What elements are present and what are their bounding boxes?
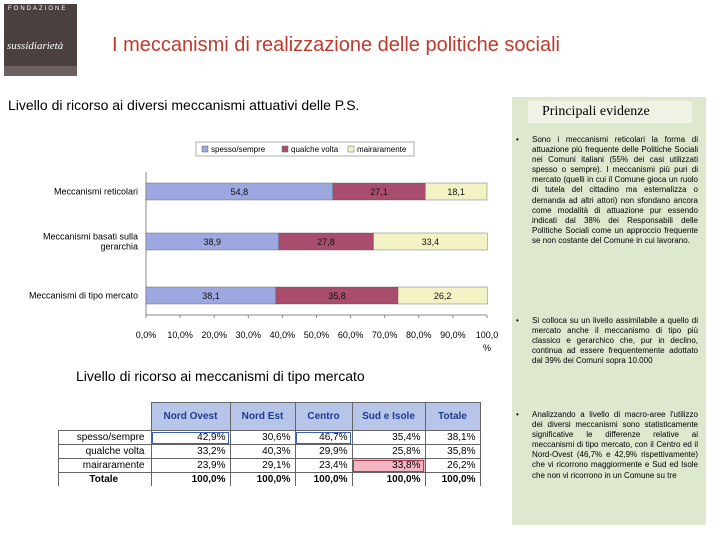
bar-data-label: 18,1: [447, 187, 465, 197]
bullet-icon: •: [516, 316, 519, 325]
table-row: spesso/sempre 42,9% 30,6% 46,7% 35,4% 38…: [58, 430, 481, 445]
category-label: Meccanismi reticolari: [54, 187, 138, 197]
chart-title: Livello di ricorso ai diversi meccanismi…: [8, 97, 360, 113]
x-tick-label: 0,0%: [136, 330, 157, 340]
legend-swatch: [201, 145, 209, 153]
logo-line-2: sussidiarietà: [7, 40, 64, 52]
table-cell: 100,0%: [294, 472, 353, 486]
x-tick-label: 30,0%: [236, 330, 262, 340]
category-label: Meccanismi di tipo mercato: [29, 291, 138, 301]
table-header-cell: Nord Est: [229, 402, 296, 431]
bar-data-label: 27,8: [317, 237, 335, 247]
table-cell: 100,0%: [229, 472, 296, 486]
finding-item: • Sono i meccanismi reticolari la forma …: [516, 135, 698, 246]
x-tick-label: 70,0%: [372, 330, 398, 340]
page-title: I meccanismi di realizzazione delle poli…: [112, 34, 560, 56]
x-tick-label: 80,0%: [406, 330, 432, 340]
x-tick-label: 100,0: [476, 330, 499, 340]
bar-segment: [425, 182, 488, 201]
table-cell: 33,2%: [150, 444, 231, 459]
key-findings-title: Principali evidenze: [528, 101, 692, 123]
market-mechanisms-table: Nord Ovest Nord Est Centro Sud e Isole T…: [58, 402, 481, 486]
table-cell: 35,8%: [424, 444, 481, 459]
legend-label: spesso/sempre: [211, 145, 266, 154]
bar-data-label: 38,9: [204, 237, 222, 247]
bar-data-label: 38,1: [202, 291, 220, 301]
table-row-label: Totale: [58, 472, 152, 486]
table-header-row: Nord Ovest Nord Est Centro Sud e Isole T…: [58, 402, 481, 431]
table-cell: 38,1%: [424, 430, 481, 445]
table-cell: 25,8%: [351, 444, 426, 459]
bar-data-label: 33,4: [422, 237, 440, 247]
legend-label: qualche volta: [291, 145, 339, 154]
table-cell: 23,4%: [294, 458, 353, 473]
table-corner-cell: [58, 402, 152, 431]
table-row: mairaramente 23,9% 29,1% 23,4% 33,8% 26,…: [58, 458, 481, 473]
table-cell: 29,9%: [294, 444, 353, 459]
legend-swatch: [347, 145, 355, 153]
logo: FONDAZIONE sussidiarietà: [4, 4, 77, 76]
legend-label: mairaramente: [357, 145, 407, 154]
x-tick-label: 20,0%: [201, 330, 227, 340]
x-tick-label: 60,0%: [338, 330, 364, 340]
bar-data-label: 35,8: [328, 291, 346, 301]
key-findings-panel: Principali evidenze • Sono i meccanismi …: [512, 97, 706, 525]
table-cell: 29,1%: [229, 458, 296, 473]
table-cell: 42,9%: [150, 430, 231, 445]
finding-item: • Si colloca su un livello assimilabile …: [516, 316, 698, 366]
table-header-cell: Sud e Isole: [351, 402, 426, 431]
finding-text: Sono i meccanismi reticolari la forma di…: [532, 135, 698, 245]
logo-line-1: FONDAZIONE: [8, 6, 68, 12]
logo-stripe: [4, 66, 77, 76]
x-tick-label: %: [483, 343, 491, 353]
bar-segment: [397, 286, 488, 305]
table-row-label: mairaramente: [58, 458, 152, 473]
chart-legend: [195, 141, 415, 157]
x-tick-label: 40,0%: [270, 330, 296, 340]
bar-data-label: 54,8: [231, 187, 249, 197]
table-row-label: spesso/sempre: [58, 430, 152, 445]
bullet-icon: •: [516, 410, 519, 419]
table-header-cell: Totale: [424, 402, 481, 431]
table-cell: 100,0%: [150, 472, 231, 486]
table-cell: 26,2%: [424, 458, 481, 473]
stacked-bar-chart: spesso/sempre qualche volta mairaramente 54…: [29, 141, 499, 353]
table-cell: 33,8%: [351, 458, 426, 473]
table-cell: 100,0%: [351, 472, 426, 486]
table-cell: 23,9%: [150, 458, 231, 473]
x-tick-label: 90,0%: [440, 330, 466, 340]
table-cell: 40,3%: [229, 444, 296, 459]
table-row-label: qualche volta: [58, 444, 152, 459]
bar-data-label: 26,2: [434, 291, 452, 301]
table-cell: 35,4%: [351, 430, 426, 445]
table-title: Livello di ricorso ai meccanismi di tipo…: [76, 368, 365, 384]
category-label: Meccanismi basati sulla: [43, 232, 138, 242]
x-tick-label: 10,0%: [167, 330, 193, 340]
table-total-row: Totale 100,0% 100,0% 100,0% 100,0% 100,0…: [58, 472, 481, 486]
table-cell: 30,6%: [229, 430, 296, 445]
table-row: qualche volta 33,2% 40,3% 29,9% 25,8% 35…: [58, 444, 481, 459]
table-cell: 46,7%: [294, 430, 353, 445]
table-cell: 100,0%: [424, 472, 481, 486]
finding-text: Si colloca su un livello assimilabile a …: [532, 316, 698, 366]
table-header-cell: Centro: [294, 402, 353, 431]
legend-swatch: [281, 145, 289, 153]
bullet-icon: •: [516, 135, 519, 144]
bar-data-label: 27,1: [370, 187, 388, 197]
table-header-cell: Nord Ovest: [150, 402, 231, 431]
finding-text: Analizzando a livello di macro-aree l'ut…: [532, 410, 698, 480]
bar-segment: [373, 232, 488, 251]
category-label: gerarchia: [100, 242, 138, 252]
x-tick-label: 50,0%: [304, 330, 330, 340]
finding-item: • Analizzando a livello di macro-aree l'…: [516, 410, 698, 481]
